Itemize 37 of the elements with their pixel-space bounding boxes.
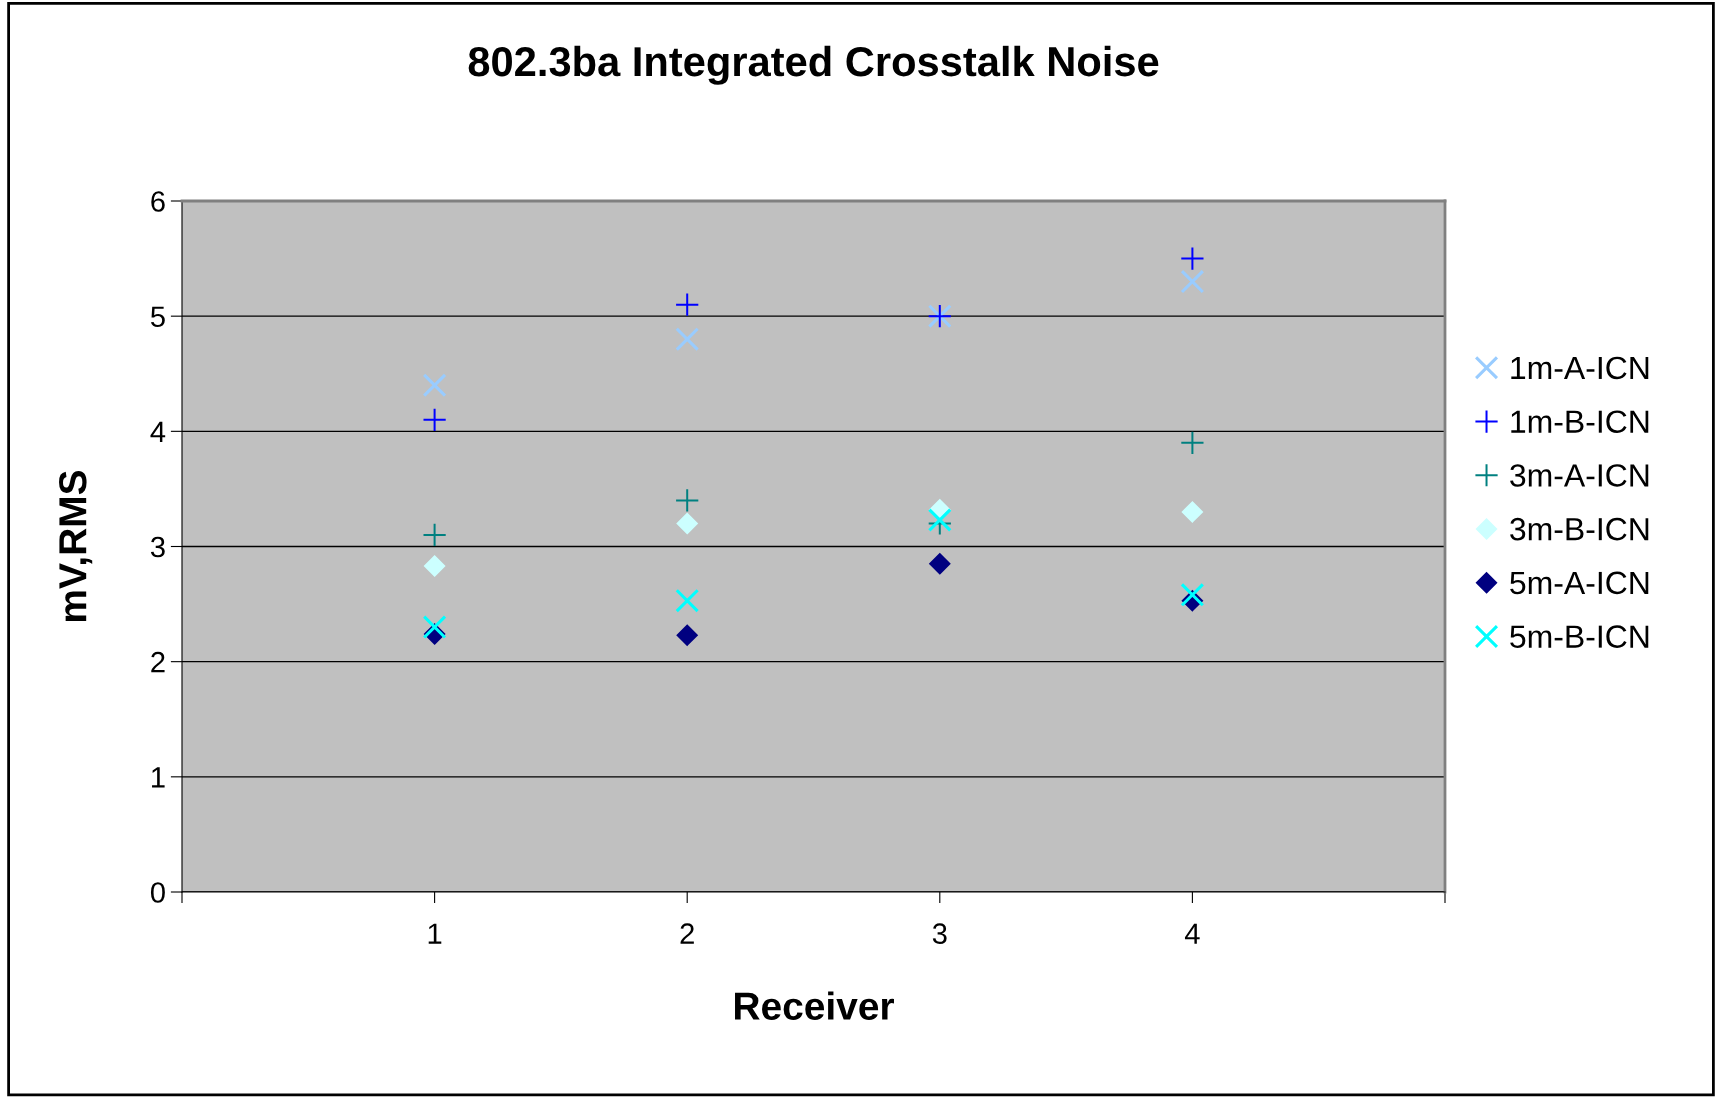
point bbox=[1181, 431, 1204, 454]
point bbox=[422, 373, 447, 398]
y-tick-label: 3 bbox=[150, 536, 165, 558]
point bbox=[676, 489, 699, 512]
y-tick-label: 5 bbox=[150, 306, 165, 328]
point bbox=[423, 523, 446, 547]
legend-label: 5m-B-ICN bbox=[1510, 625, 1649, 648]
point bbox=[675, 327, 700, 352]
legend-label: 1m-B-ICN bbox=[1511, 410, 1649, 434]
point bbox=[1181, 247, 1204, 270]
legend-label: 3m-A-ICN bbox=[1510, 464, 1649, 487]
legend-label: 1m-A-ICN bbox=[1511, 356, 1649, 380]
x-axis-title: Receiver bbox=[735, 991, 894, 1020]
point bbox=[1180, 582, 1205, 607]
point bbox=[929, 553, 951, 575]
x-tick-label: 2 bbox=[680, 923, 694, 944]
y-tick-label: 2 bbox=[151, 651, 165, 673]
chart-title: 802.3ba Integrated Crosstalk Noise bbox=[468, 45, 1159, 85]
point bbox=[1182, 501, 1203, 523]
point bbox=[1180, 269, 1205, 294]
point bbox=[676, 624, 698, 646]
point bbox=[423, 408, 446, 431]
point bbox=[424, 555, 445, 577]
point bbox=[676, 293, 699, 316]
point bbox=[676, 513, 698, 534]
legend-label: 5m-A-ICN bbox=[1510, 571, 1649, 595]
point bbox=[422, 615, 447, 640]
x-tick-label: 4 bbox=[1184, 923, 1200, 944]
legend-label: 3m-B-ICN bbox=[1510, 517, 1649, 541]
point bbox=[675, 588, 700, 613]
y-tick-label: 4 bbox=[150, 421, 166, 442]
x-tick-label: 3 bbox=[932, 923, 947, 944]
y-tick-label: 1 bbox=[152, 767, 165, 788]
y-tick-label: 0 bbox=[150, 882, 165, 903]
x-tick-label: 1 bbox=[428, 923, 442, 944]
y-axis-title: mV,RMS bbox=[59, 470, 93, 622]
y-tick-label: 6 bbox=[151, 191, 165, 212]
